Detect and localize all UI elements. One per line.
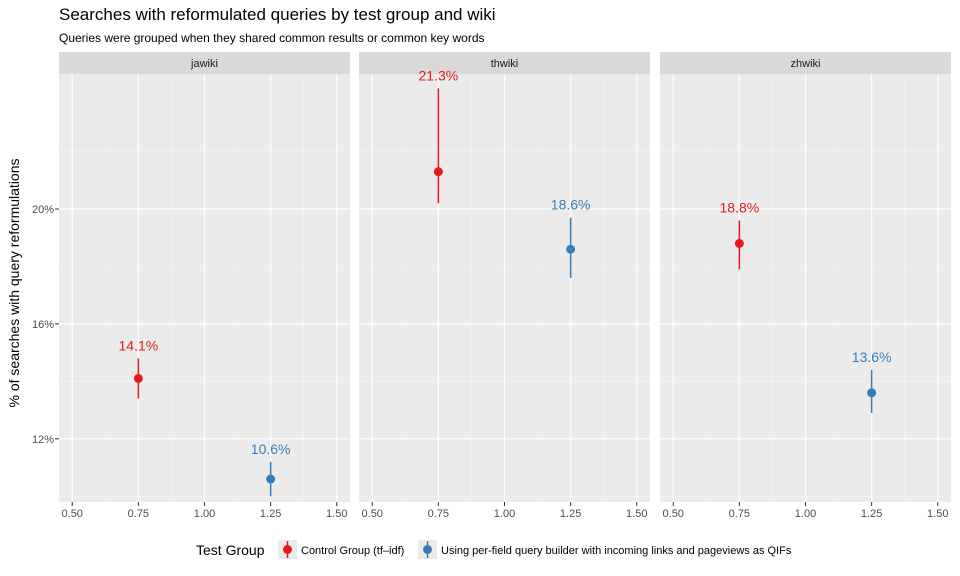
data-label: 18.6% xyxy=(551,197,591,213)
legend-title: Test Group xyxy=(196,542,265,558)
x-tick-label: 0.75 xyxy=(128,508,149,520)
y-axis-title: % of searches with query reformulations xyxy=(6,159,22,408)
facet-strip-label: zhwiki xyxy=(791,58,821,70)
legend-key xyxy=(418,540,437,559)
x-tick-label: 0.50 xyxy=(62,508,83,520)
y-tick-label: 20% xyxy=(32,204,54,216)
x-tick-label: 1.50 xyxy=(927,508,948,520)
x-tick-label: 1.00 xyxy=(494,508,515,520)
facet-strip xyxy=(59,52,350,74)
x-tick-label: 1.00 xyxy=(795,508,816,520)
facet-panel-jawiki: jawiki 0.50 0.75 1.00 1.25 1.50 14.1% 10.6% xyxy=(59,52,350,520)
legend-key-point xyxy=(423,545,432,554)
data-point xyxy=(867,388,877,398)
facet-strip xyxy=(359,52,650,74)
x-tick-label: 1.25 xyxy=(560,508,581,520)
x-tick-label: 1.50 xyxy=(326,508,347,520)
x-tick-label: 0.75 xyxy=(428,508,449,520)
x-tick-label: 1.25 xyxy=(260,508,281,520)
x-tick-label: 1.25 xyxy=(861,508,882,520)
x-tick-label: 0.50 xyxy=(663,508,684,520)
y-tick-label: 16% xyxy=(32,319,54,331)
data-point xyxy=(266,474,276,484)
x-tick-label: 1.50 xyxy=(626,508,647,520)
data-label: 13.6% xyxy=(852,349,892,365)
legend: Test Group Control Group (tf–idf) Using pe… xyxy=(196,540,792,559)
legend-label: Control Group (tf–idf) xyxy=(301,545,404,557)
legend-label: Using per-field query builder with incom… xyxy=(441,545,792,557)
facet-strip-label: thwiki xyxy=(491,58,519,70)
data-point xyxy=(734,238,744,248)
y-tick-label: 12% xyxy=(32,434,54,446)
facet-panel-zhwiki: zhwiki 0.50 0.75 1.00 1.25 1.50 18.8% 13.6% xyxy=(660,52,951,520)
data-label: 18.8% xyxy=(720,199,760,215)
chart-subtitle: Queries were grouped when they shared co… xyxy=(59,31,485,45)
x-tick-label: 1.00 xyxy=(194,508,215,520)
facet-panel-thwiki: thwiki 0.50 0.75 1.00 1.25 1.50 21.3% 18.6% xyxy=(359,52,650,520)
legend-key xyxy=(278,540,297,559)
data-point xyxy=(133,373,143,383)
facet-panels: 12% 16% 20% jawiki 0.50 0.75 1.00 1.25 1.50 14.1%… xyxy=(32,52,951,520)
legend-key-point xyxy=(283,545,292,554)
facet-strip-label: jawiki xyxy=(190,58,218,70)
data-point xyxy=(566,244,576,254)
data-point xyxy=(433,167,443,177)
x-tick-label: 0.75 xyxy=(729,508,750,520)
data-label: 10.6% xyxy=(251,441,291,457)
data-label: 21.3% xyxy=(419,67,459,83)
data-label: 14.1% xyxy=(119,337,159,353)
facet-strip xyxy=(660,52,951,74)
x-tick-label: 0.50 xyxy=(362,508,383,520)
chart-title: Searches with reformulated queries by te… xyxy=(59,5,496,24)
